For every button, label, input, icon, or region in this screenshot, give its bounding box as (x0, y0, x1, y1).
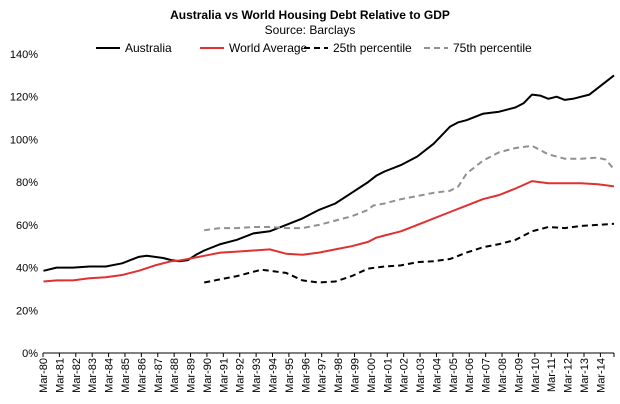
x-tick-label: Mar-97 (317, 358, 329, 393)
series-layer (43, 74, 615, 284)
x-tick-label: Mar-92 (235, 358, 247, 393)
y-tick-label: 20% (16, 305, 38, 317)
x-tick-label: Mar-07 (481, 358, 493, 393)
x-tick-label: Mar-14 (595, 358, 607, 393)
x-tick-label: Mar-93 (251, 358, 263, 393)
y-tick-label: 120% (10, 92, 38, 104)
x-tick-label: Mar-80 (38, 358, 50, 393)
x-tick-label: Mar-01 (382, 358, 394, 393)
x-tick-label: Mar-06 (464, 358, 476, 393)
x-tick-label: Mar-99 (349, 358, 361, 393)
legend-label: Australia (125, 41, 172, 55)
x-axis: Mar-80 Mar-81 Mar-82 Mar-83 Mar-84 Mar-85 Mar-… (38, 352, 615, 393)
x-tick-label: Mar-05 (448, 358, 460, 393)
x-tick-label: Mar-91 (218, 358, 230, 393)
x-tick-label: Mar-13 (579, 358, 591, 393)
x-tick-label: Mar-12 (563, 358, 575, 393)
legend-label: World Average (229, 41, 308, 55)
x-tick-label: Mar-94 (268, 358, 280, 393)
x-tick-label: Mar-11 (546, 358, 558, 392)
chart-subtitle: Source: Barclays (265, 23, 356, 37)
x-tick-label: Mar-87 (153, 358, 165, 393)
x-tick-label: Mar-03 (415, 358, 427, 393)
x-tick-label: Mar-04 (431, 358, 443, 393)
y-axis: 0% 20% 40% 60% 80% 100% 120% 140% (10, 49, 38, 360)
legend-label: 25th percentile (333, 41, 412, 55)
x-tick-label: Mar-02 (399, 358, 411, 393)
y-tick-label: 140% (10, 49, 38, 61)
y-tick-label: 60% (16, 220, 38, 232)
x-tick-label: Mar-90 (202, 358, 214, 393)
series-line-australia (43, 74, 615, 272)
x-tick-label: Mar-95 (284, 358, 296, 393)
y-tick-label: 100% (10, 134, 38, 146)
x-tick-label: Mar-96 (300, 358, 312, 393)
series-line-world-average (43, 180, 615, 283)
series-line-25th-percentile (204, 222, 615, 284)
x-tick-label: Mar-82 (71, 358, 83, 393)
x-tick-label: Mar-84 (104, 358, 116, 393)
x-tick-label: Mar-08 (497, 358, 509, 393)
x-tick-label: Mar-89 (186, 358, 198, 393)
x-tick-label: Mar-00 (366, 358, 378, 393)
x-tick-label: Mar-98 (333, 358, 345, 393)
x-tick-label: Mar-81 (54, 358, 66, 393)
y-tick-label: 0% (22, 348, 38, 360)
x-tick-label: Mar-09 (513, 358, 525, 393)
x-tick-label: Mar-10 (530, 358, 542, 393)
x-tick-label: Mar-86 (136, 358, 148, 393)
y-tick-label: 40% (16, 263, 38, 275)
chart-title: Australia vs World Housing Debt Relative… (170, 8, 450, 22)
legend-label: 75th percentile (453, 41, 532, 55)
series-line-75th-percentile (204, 144, 615, 232)
legend: Australia World Average 25th percentile 75t… (96, 41, 532, 55)
x-tick-label: Mar-85 (120, 358, 132, 393)
x-tick-label: Mar-83 (87, 358, 99, 393)
y-tick-label: 80% (16, 177, 38, 189)
x-tick-label: Mar-88 (169, 358, 181, 393)
